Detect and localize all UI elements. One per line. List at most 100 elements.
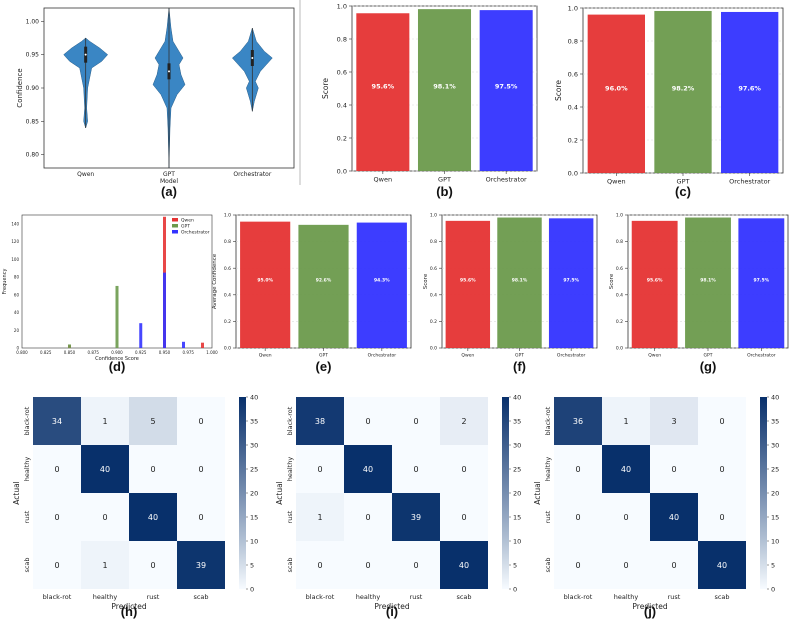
x-tick-label: scab: [456, 593, 471, 601]
y-axis-label: Actual: [533, 481, 542, 505]
y-tick-label: healthy: [286, 457, 294, 482]
x-tick-label: black-rot: [564, 593, 593, 601]
heatmap-cell-value: 0: [102, 513, 107, 522]
heatmap-cell-value: 0: [150, 465, 155, 474]
panel-label-e: (e): [316, 359, 332, 374]
x-tick-label: Qwen: [77, 171, 94, 178]
heatmap-cell-value: 39: [411, 513, 421, 522]
heatmap-cell-value: 39: [196, 561, 206, 570]
bar-data-label: 94.3%: [374, 278, 390, 284]
y-tick-label: 0.80: [26, 152, 40, 159]
y-tick-label: 0.2: [568, 136, 578, 144]
legend-swatch-gpt: [172, 224, 178, 228]
colorbar-tick-label: 15: [250, 514, 258, 522]
bar-qwen: [356, 13, 410, 172]
y-tick-label: 0.2: [616, 319, 623, 325]
y-axis-label: Frequency: [2, 269, 8, 295]
y-tick-label: scab: [23, 557, 31, 572]
panel-label-i: (i): [386, 604, 398, 619]
legend-label: Orchestrator: [181, 230, 210, 236]
heatmap-cell: [650, 445, 698, 493]
heatmap-cell: [392, 445, 440, 493]
bar-data-label: 92.6%: [316, 278, 332, 284]
heatmap-cell: [602, 445, 650, 493]
heatmap-cell-value: 0: [54, 561, 59, 570]
panel-g: 0.0 0.2 0.4 0.6 0.8 1.0 95.6% Qwen 98.1% GPT 97.5%…: [609, 213, 789, 374]
panel-label-g: (g): [700, 359, 717, 374]
heatmap-cell-value: 0: [461, 513, 466, 522]
y-tick-label: 0.2: [337, 134, 347, 142]
heatmap-cell: [554, 397, 602, 445]
bar-data-label: 97.5%: [495, 83, 518, 91]
colorbar-tick-label: 25: [250, 466, 258, 474]
x-tick-label: 1.000: [206, 350, 218, 355]
heatmap-cell-value: 0: [623, 513, 628, 522]
heatmap-cell: [554, 445, 602, 493]
colorbar-tick-label: 40: [250, 394, 258, 402]
hist-bar-gpt: [115, 285, 119, 348]
y-tick-label: 0.8: [224, 239, 231, 245]
panel-c: 0.0 0.2 0.4 0.6 0.8 1.0 96.0% Qwen 98.2% GPT 97.6%…: [554, 4, 784, 199]
heatmap-cell: [81, 445, 129, 493]
y-tick-label: 1.0: [616, 213, 623, 219]
heatmap-cell: [440, 541, 488, 589]
heatmap-cell-value: 0: [671, 561, 676, 570]
y-tick-label: scab: [286, 557, 294, 572]
heatmap-cell: [698, 397, 746, 445]
heatmap-cell: [698, 541, 746, 589]
heatmap-cell-value: 0: [623, 561, 628, 570]
heatmap-cell-value: 40: [100, 465, 110, 474]
y-tick-label: 120: [11, 239, 19, 244]
x-tick-label: Qwen: [607, 178, 626, 186]
x-tick-label: 0.925: [135, 350, 147, 355]
heatmap-cell: [602, 493, 650, 541]
heatmap-cell-value: 0: [365, 417, 370, 426]
y-tick-label: 0.4: [224, 292, 231, 298]
bar-orchestrator: [356, 222, 407, 348]
heatmap-cell: [440, 397, 488, 445]
heatmap-cell-value: 0: [198, 513, 203, 522]
heatmap-cell-value: 0: [365, 561, 370, 570]
heatmap-cell: [81, 493, 129, 541]
heatmap-cell-value: 36: [573, 417, 583, 426]
heatmap-cell: [650, 541, 698, 589]
y-tick-label: 0.8: [616, 239, 623, 245]
x-tick-label: rust: [147, 593, 160, 601]
heatmap-cell-value: 0: [719, 417, 724, 426]
y-tick-label: 1.0: [224, 213, 231, 219]
heatmap-cell-value: 0: [413, 561, 418, 570]
heatmap-cell-value: 0: [198, 465, 203, 474]
panel-f: 0.0 0.2 0.4 0.6 0.8 1.0 95.6% Qwen 98.1% GPT 97.5%…: [423, 213, 598, 374]
colorbar-tick-label: 25: [771, 466, 779, 474]
x-tick-label: Orchestrator: [557, 353, 586, 359]
panel-label-j: (j): [644, 604, 656, 619]
heatmap-cell-value: 34: [52, 417, 62, 426]
y-tick-label: 0.8: [568, 37, 578, 45]
colorbar-tick-label: 5: [250, 562, 254, 570]
y-tick-label: 0.6: [337, 68, 347, 76]
heatmap-cell: [177, 541, 225, 589]
colorbar-tick-label: 15: [771, 514, 779, 522]
y-axis-label: Actual: [275, 481, 284, 505]
x-tick-label: Qwen: [374, 176, 393, 184]
heatmap-cell-value: 0: [317, 465, 322, 474]
y-tick-label: rust: [544, 510, 552, 523]
x-tick-label: Qwen: [461, 353, 474, 359]
heatmap-cell-value: 0: [413, 417, 418, 426]
heatmap-cell: [81, 397, 129, 445]
hist-bar-qwen: [201, 342, 204, 348]
y-axis-label: Score: [554, 80, 563, 101]
heatmap-cell-value: 40: [621, 465, 631, 474]
panel-h: 34 1 5 00 40 0 00 0 40 00 1 0 39black-rotblack-rothe…: [12, 394, 258, 620]
x-tick-label: black-rot: [43, 593, 72, 601]
panel-label-b: (b): [436, 184, 453, 199]
heatmap-cell-value: 1: [317, 513, 322, 522]
bar-orchestrator: [721, 11, 779, 173]
y-tick-label: rust: [286, 510, 294, 523]
y-tick-label: 60: [14, 292, 20, 297]
y-tick-label: 0.95: [26, 52, 40, 59]
heatmap-cell-value: 40: [363, 465, 373, 474]
y-tick-label: 0.4: [568, 103, 578, 111]
x-tick-label: GPT: [163, 171, 175, 178]
y-tick-label: healthy: [23, 457, 31, 482]
